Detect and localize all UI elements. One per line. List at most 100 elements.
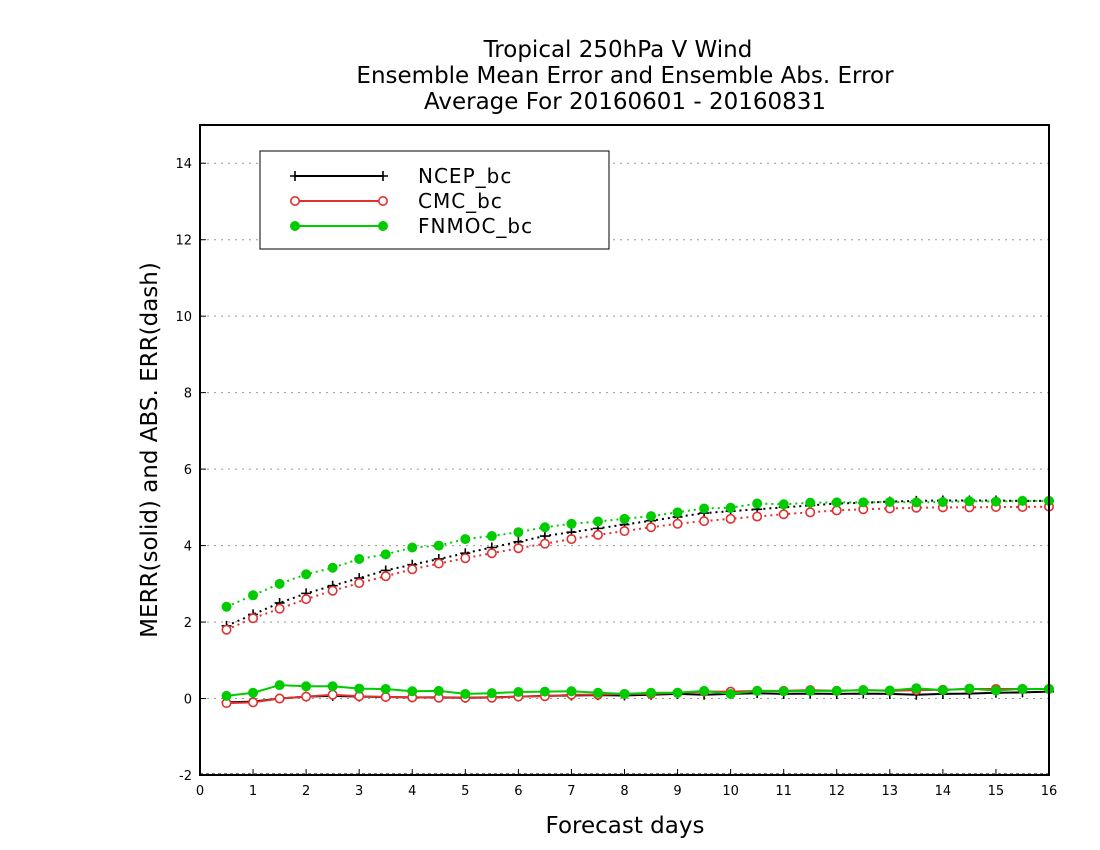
data-point — [433, 540, 444, 551]
data-point — [539, 686, 550, 697]
data-point — [248, 613, 259, 624]
data-point — [831, 497, 842, 508]
x-tick-label: 4 — [408, 784, 416, 799]
data-point — [327, 681, 338, 692]
series-line — [226, 499, 1049, 627]
data-point — [354, 578, 365, 589]
series-FNMOC_bc-dotted — [221, 495, 1054, 612]
data-point — [513, 687, 524, 698]
series-line — [226, 499, 1049, 608]
data-point — [592, 516, 603, 527]
data-point — [778, 686, 789, 697]
data-point — [248, 590, 259, 601]
data-point — [778, 499, 789, 510]
y-tick-label: -2 — [179, 769, 192, 784]
y-tick-label: 14 — [175, 157, 192, 172]
data-point — [274, 603, 285, 614]
y-tick-label: 2 — [184, 616, 192, 631]
x-tick-label: 7 — [567, 784, 575, 799]
x-axis: 0 1 2 3 4 5 6 7 8 9 10 11 12 13 14 15 16 — [196, 769, 1057, 799]
x-axis-label: Forecast days — [546, 813, 705, 839]
data-point — [619, 513, 630, 524]
data-point — [858, 497, 869, 508]
title-line-2: Ensemble Mean Error and Ensemble Abs. Er… — [356, 63, 894, 89]
y-tick-label: 12 — [175, 234, 192, 249]
data-point — [354, 683, 365, 694]
y-axis: -2 0 2 4 6 8 10 12 14 — [175, 157, 206, 784]
data-point — [699, 503, 710, 514]
data-point — [884, 497, 895, 507]
data-point — [831, 685, 842, 696]
x-tick-label: 5 — [461, 784, 469, 799]
data-point — [964, 683, 975, 694]
x-tick-label: 13 — [882, 784, 899, 799]
data-point — [566, 518, 577, 529]
data-point — [699, 685, 710, 696]
y-tick-label: 6 — [184, 463, 192, 478]
data-point — [884, 685, 895, 696]
data-point — [327, 562, 338, 573]
data-point — [221, 624, 232, 635]
data-point — [699, 516, 710, 527]
legend-label: CMC_bc — [418, 189, 503, 213]
data-point — [990, 685, 1001, 696]
data-point — [380, 683, 391, 694]
legend-marker — [290, 171, 300, 181]
legend-item: NCEP_bc — [290, 164, 512, 188]
data-point — [778, 509, 789, 520]
data-point — [752, 685, 763, 696]
x-tick-label: 11 — [775, 784, 792, 799]
legend-label: FNMOC_bc — [418, 214, 533, 238]
x-tick-label: 16 — [1041, 784, 1058, 799]
data-point — [619, 526, 630, 537]
title-line-3: Average For 20160601 - 20160831 — [424, 89, 826, 115]
data-point — [380, 549, 391, 560]
series-CMC_bc-dotted — [221, 501, 1055, 635]
data-point — [486, 688, 497, 699]
data-point — [1017, 495, 1028, 506]
data-point — [646, 522, 657, 533]
title-line-1: Tropical 250hPa V Wind — [483, 37, 753, 63]
series-layer — [221, 495, 1055, 709]
data-point — [460, 534, 471, 545]
data-point — [646, 511, 657, 522]
data-point — [407, 686, 418, 697]
data-point — [513, 527, 524, 538]
data-point — [301, 594, 312, 605]
data-point — [433, 685, 444, 696]
data-point — [672, 507, 683, 518]
legend-marker — [378, 171, 388, 181]
data-point — [433, 558, 444, 569]
data-point — [566, 686, 577, 697]
data-point — [486, 531, 497, 542]
data-point — [646, 687, 657, 698]
x-tick-label: 12 — [828, 784, 845, 799]
data-point — [486, 548, 497, 559]
legend-marker — [289, 196, 300, 207]
data-point — [937, 497, 948, 507]
data-point — [539, 538, 550, 549]
data-point — [805, 497, 816, 508]
legend-marker — [378, 221, 388, 231]
y-tick-label: 4 — [184, 540, 192, 555]
data-point — [221, 601, 232, 612]
data-point — [937, 685, 948, 696]
data-point — [327, 689, 338, 700]
data-point — [805, 685, 816, 696]
data-point — [407, 564, 418, 575]
data-point — [248, 687, 259, 698]
data-point — [752, 511, 763, 522]
data-point — [592, 529, 603, 540]
x-tick-label: 1 — [249, 784, 257, 799]
data-point — [672, 518, 683, 529]
data-point — [539, 522, 550, 533]
x-tick-label: 0 — [196, 784, 204, 799]
legend-marker — [290, 221, 300, 231]
data-point — [911, 497, 922, 508]
data-point — [407, 542, 418, 553]
data-point — [513, 543, 524, 554]
legend-label: NCEP_bc — [418, 164, 512, 188]
y-tick-label: 0 — [184, 693, 192, 708]
data-point — [725, 688, 736, 699]
data-point — [301, 681, 312, 692]
